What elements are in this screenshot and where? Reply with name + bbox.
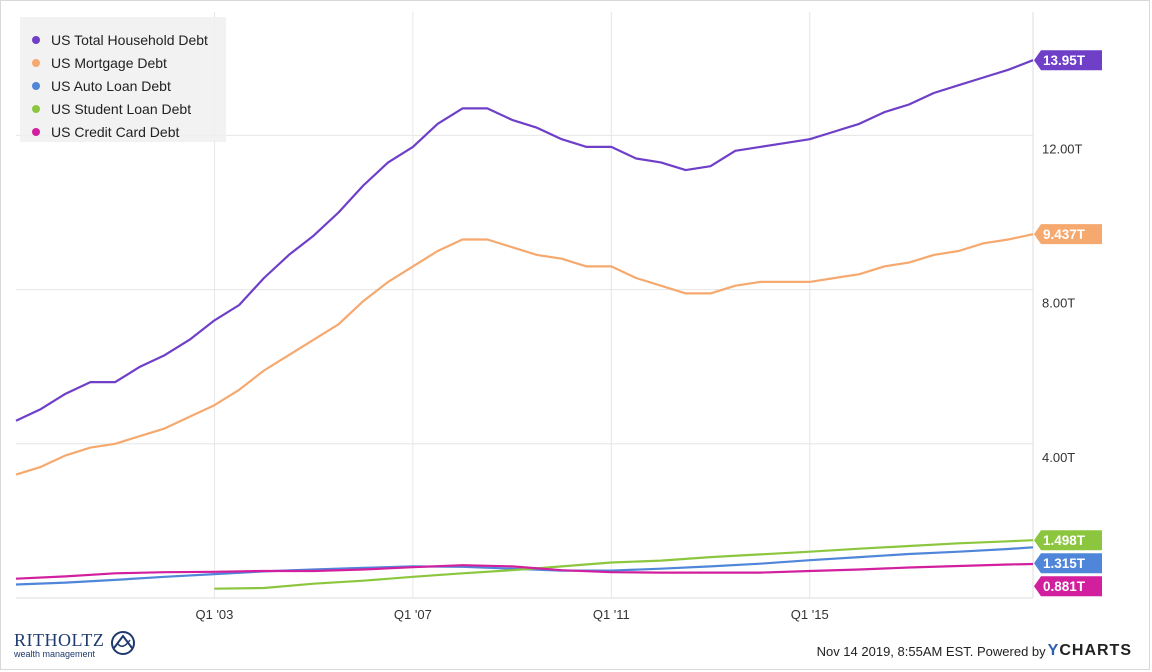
legend-label-student: US Student Loan Debt [51, 101, 192, 117]
y-tick-label: 12.00T [1042, 141, 1083, 156]
x-tick-label: Q1 '15 [791, 607, 829, 622]
end-value-flag-2 [1034, 553, 1102, 574]
series-line-2 [15, 546, 1034, 586]
legend-item-credit[interactable]: US Credit Card Debt [32, 122, 179, 142]
y-tick-label: 4.00T [1042, 450, 1075, 465]
ycharts-logo-y: Y [1047, 642, 1060, 659]
legend-dot-student [32, 105, 40, 113]
credit-text: Nov 14 2019, 8:55AM EST. Powered by [816, 643, 1046, 659]
end-value-label-0: 13.95T [1043, 53, 1086, 68]
brand-subtitle: wealth management [14, 649, 96, 659]
end-value-label-4: 0.881T [1043, 579, 1086, 594]
end-value-flag-3 [1034, 530, 1102, 551]
x-tick-label: Q1 '07 [394, 607, 432, 622]
end-value-label-2: 1.315T [1043, 556, 1086, 571]
end-value-flag-4 [1034, 576, 1102, 597]
legend-dot-mortgage [32, 59, 40, 67]
legend-dot-total [32, 36, 40, 44]
end-value-label-1: 9.437T [1043, 227, 1086, 242]
ycharts-logo-text: CHARTS [1059, 642, 1132, 659]
legend-label-total: US Total Household Debt [51, 32, 208, 48]
ycharts-logo[interactable]: YCHARTS [1048, 642, 1132, 660]
legend-label-auto: US Auto Loan Debt [51, 78, 171, 94]
series-line-1 [15, 233, 1034, 476]
legend-item-student[interactable]: US Student Loan Debt [32, 99, 191, 119]
x-tick-label: Q1 '03 [195, 607, 233, 622]
footer-credit: Nov 14 2019, 8:55AM EST. Powered by YCHA… [817, 642, 1132, 660]
ritholtz-emblem-icon [111, 631, 135, 655]
legend-item-mortgage[interactable]: US Mortgage Debt [32, 53, 167, 73]
legend-item-total[interactable]: US Total Household Debt [32, 30, 208, 50]
legend-dot-auto [32, 82, 40, 90]
end-value-flag-1 [1034, 224, 1102, 245]
series-line-3 [214, 539, 1034, 590]
end-value-label-3: 1.498T [1043, 533, 1086, 548]
end-value-flag-0 [1034, 50, 1102, 71]
legend-item-auto[interactable]: US Auto Loan Debt [32, 76, 171, 96]
y-tick-label: 8.00T [1042, 296, 1075, 311]
brand-name: RITHOLTZ [14, 630, 105, 650]
legend: US Total Household Debt US Mortgage Debt… [20, 17, 226, 142]
series-line-4 [15, 562, 1034, 580]
legend-dot-credit [32, 128, 40, 136]
series-line-0 [15, 59, 1034, 422]
x-tick-label: Q1 '11 [593, 607, 630, 622]
legend-label-credit: US Credit Card Debt [51, 124, 180, 140]
legend-label-mortgage: US Mortgage Debt [51, 55, 167, 71]
ritholtz-logo[interactable]: RITHOLTZ wealth management [14, 628, 144, 664]
